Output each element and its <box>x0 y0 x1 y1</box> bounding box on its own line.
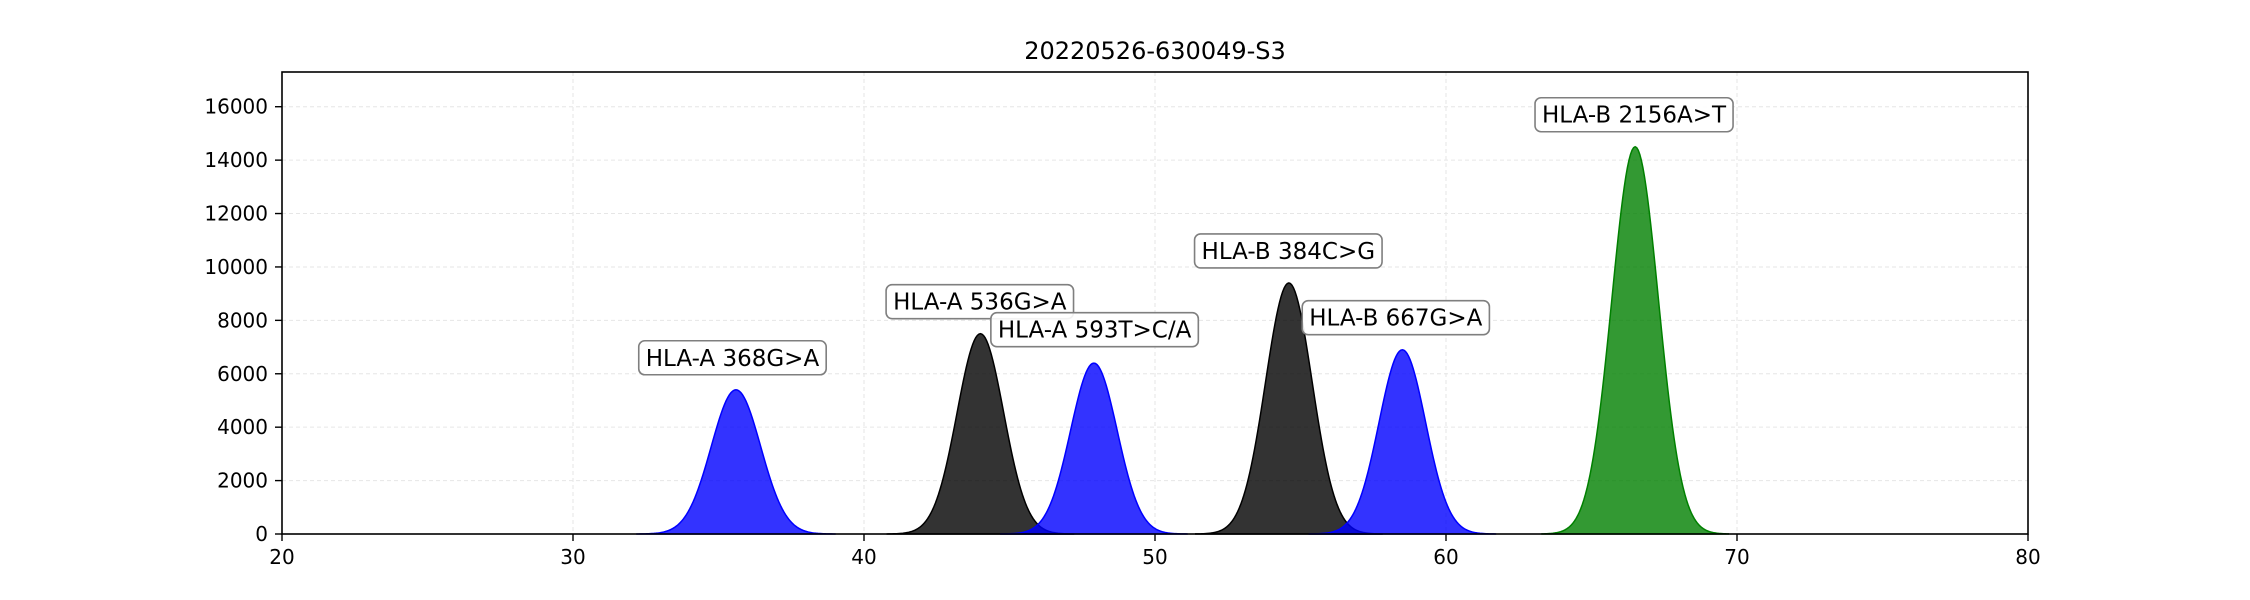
annotation-label: HLA-A 536G>A <box>893 290 1067 316</box>
x-tick-label: 70 <box>1724 545 1749 569</box>
x-axis-ticks: 20 30 40 50 60 70 80 <box>269 534 2041 569</box>
x-tick-label: 20 <box>269 545 294 569</box>
peak-area <box>1308 348 1497 535</box>
peak-annotation: HLA-A 536G>A <box>885 283 1075 320</box>
peak-area <box>636 389 836 535</box>
annotation-box <box>637 339 827 376</box>
y-tick-label: 8000 <box>217 308 268 332</box>
y-tick-label: 12000 <box>204 202 268 226</box>
peak-annotation: HLA-B 667G>A <box>1301 299 1491 336</box>
y-axis-ticks: 0 2000 4000 6000 8000 10000 12000 14000 16000 <box>204 95 282 546</box>
annotation-box <box>1301 299 1491 336</box>
peak-annotation: HLA-A 368G>A <box>637 339 827 376</box>
x-tick-label: 40 <box>851 545 876 569</box>
y-tick-label: 6000 <box>217 362 268 386</box>
annotation-label: HLA-B 2156A>T <box>1542 103 1727 129</box>
chart-title: 20220526-630049-S3 <box>1024 37 1286 65</box>
x-tick-label: 80 <box>2015 545 2040 569</box>
peak-annotation: HLA-B 2156A>T <box>1534 96 1734 133</box>
annotation-box <box>990 311 1200 348</box>
annotation-label: HLA-B 384C>G <box>1202 239 1376 265</box>
y-tick-label: 2000 <box>217 469 268 493</box>
x-tick-label: 60 <box>1433 545 1458 569</box>
annotation-label: HLA-A 368G>A <box>646 346 820 372</box>
y-tick-label: 0 <box>255 522 268 546</box>
y-tick-label: 4000 <box>217 415 268 439</box>
y-tick-label: 10000 <box>204 255 268 279</box>
peak-annotation: HLA-A 593T>C/A <box>990 311 1200 348</box>
x-tick-label: 30 <box>560 545 585 569</box>
y-tick-label: 14000 <box>204 148 268 172</box>
y-tick-label: 16000 <box>204 95 268 119</box>
annotation-box <box>1193 233 1383 269</box>
annotation-label: HLA-B 667G>A <box>1309 306 1482 332</box>
annotation-label: HLA-A 593T>C/A <box>998 318 1192 344</box>
peak-area <box>1541 145 1730 535</box>
peak-area <box>1000 362 1188 535</box>
peak-areas <box>636 145 1730 535</box>
x-tick-label: 50 <box>1142 545 1167 569</box>
peak-annotation: HLA-B 384C>G <box>1193 233 1383 269</box>
annotation-box <box>885 283 1075 320</box>
annotation-box <box>1534 96 1734 133</box>
